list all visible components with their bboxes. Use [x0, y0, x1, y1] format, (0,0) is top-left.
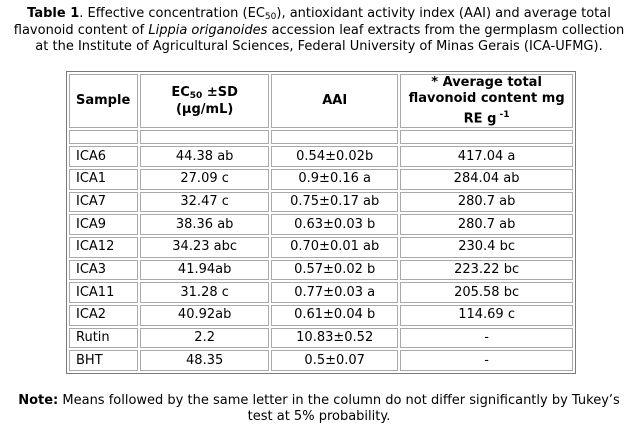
- cell-sample: ICA3: [69, 259, 139, 281]
- table-header-row: Sample EC50 ±SD (µg/mL) AAI * Average tot…: [69, 74, 573, 129]
- cell-ec50: 41.94ab: [140, 259, 270, 281]
- caption-ec-subscript: 50: [264, 12, 277, 22]
- cell-flavonoid: 284.04 ab: [400, 168, 573, 190]
- cell-aai: 0.9±0.16 a: [271, 168, 399, 190]
- table-row: ICA3 41.94ab 0.57±0.02 b 223.22 bc: [69, 259, 573, 281]
- results-table-frame: Sample EC50 ±SD (µg/mL) AAI * Average tot…: [66, 71, 576, 374]
- results-table: Sample EC50 ±SD (µg/mL) AAI * Average tot…: [67, 72, 575, 373]
- header-sample: Sample: [69, 74, 139, 129]
- header-ec50: EC50 ±SD (µg/mL): [140, 74, 270, 129]
- table-row: BHT 48.35 0.5±0.07-: [69, 350, 573, 371]
- cell-ec50: 40.92ab: [140, 304, 270, 326]
- table-spacer-row: [69, 130, 573, 145]
- cell-flavonoid: 417.04 a: [400, 146, 573, 167]
- cell-flavonoid: 114.69 c: [400, 304, 573, 326]
- cell-flavonoid: 280.7 ab: [400, 214, 573, 235]
- table-note: Note: Means followed by the same letter …: [6, 393, 632, 425]
- note-label: Note:: [18, 393, 59, 408]
- cell-aai: 0.63±0.03 b: [271, 214, 399, 235]
- table-row: ICA7 32.47 c 0.75±0.17 ab 280.7 ab: [69, 191, 573, 213]
- cell-sample: BHT: [69, 350, 139, 371]
- cell-aai: 0.54±0.02b: [271, 146, 399, 167]
- cell-ec50: 44.38 ab: [140, 146, 270, 167]
- cell-ec50: 32.47 c: [140, 191, 270, 213]
- cell-aai: 0.70±0.01 ab: [271, 236, 399, 258]
- table-row: ICA11 31.28 c 0.77±0.03 a 205.58 bc: [69, 282, 573, 303]
- cell-sample: ICA11: [69, 282, 139, 303]
- cell-flavonoid: -: [400, 327, 573, 349]
- caption-text-3: accession leaf extracts from the germpla…: [35, 23, 625, 54]
- table-body: ICA6 44.38 ab 0.54±0.02b 417.04 a ICA1 27.09 …: [69, 146, 573, 371]
- table-row: ICA9 38.36 ab 0.63±0.03 b 280.7 ab: [69, 214, 573, 235]
- header-aai: AAI: [271, 74, 399, 129]
- cell-sample: ICA1: [69, 168, 139, 190]
- cell-sample: ICA6: [69, 146, 139, 167]
- cell-ec50: 2.2: [140, 327, 270, 349]
- cell-ec50: 31.28 c: [140, 282, 270, 303]
- table-row: Rutin 2.2 10.83±0.52-: [69, 327, 573, 349]
- cell-ec50: 38.36 ab: [140, 214, 270, 235]
- caption-species-name: Lippia origanoides: [148, 23, 268, 38]
- caption-label: Table 1: [27, 6, 80, 21]
- cell-flavonoid: 205.58 bc: [400, 282, 573, 303]
- cell-sample: Rutin: [69, 327, 139, 349]
- cell-aai: 0.5±0.07: [271, 350, 399, 371]
- caption-text-2: ), antioxidant activity index (AAI) and …: [13, 6, 611, 38]
- table-row: ICA6 44.38 ab 0.54±0.02b 417.04 a: [69, 146, 573, 167]
- table-row: ICA12 34.23 abc 0.70±0.01 ab 230.4 bc: [69, 236, 573, 258]
- cell-sample: ICA7: [69, 191, 139, 213]
- cell-ec50: 27.09 c: [140, 168, 270, 190]
- cell-flavonoid: 223.22 bc: [400, 259, 573, 281]
- table-row: ICA1 27.09 c 0.9±0.16 a 284.04 ab: [69, 168, 573, 190]
- header-flavonoid: * Average total flavonoid content mg RE g …: [400, 74, 573, 129]
- cell-aai: 0.61±0.04 b: [271, 304, 399, 326]
- note-text: Means followed by the same letter in the…: [58, 393, 620, 424]
- table-row: ICA2 40.92ab 0.61±0.04 b 114.69 c: [69, 304, 573, 326]
- table-caption: Table 1. Effective concentration (EC50),…: [6, 6, 632, 55]
- cell-aai: 0.75±0.17 ab: [271, 191, 399, 213]
- cell-sample: ICA2: [69, 304, 139, 326]
- cell-flavonoid: 230.4 bc: [400, 236, 573, 258]
- caption-text-1: . Effective concentration (EC: [79, 6, 265, 21]
- cell-aai: 0.77±0.03 a: [271, 282, 399, 303]
- cell-sample: ICA9: [69, 214, 139, 235]
- cell-sample: ICA12: [69, 236, 139, 258]
- cell-aai: 10.83±0.52: [271, 327, 399, 349]
- cell-ec50: 48.35: [140, 350, 270, 371]
- cell-aai: 0.57±0.02 b: [271, 259, 399, 281]
- cell-flavonoid: -: [400, 350, 573, 371]
- cell-ec50: 34.23 abc: [140, 236, 270, 258]
- cell-flavonoid: 280.7 ab: [400, 191, 573, 213]
